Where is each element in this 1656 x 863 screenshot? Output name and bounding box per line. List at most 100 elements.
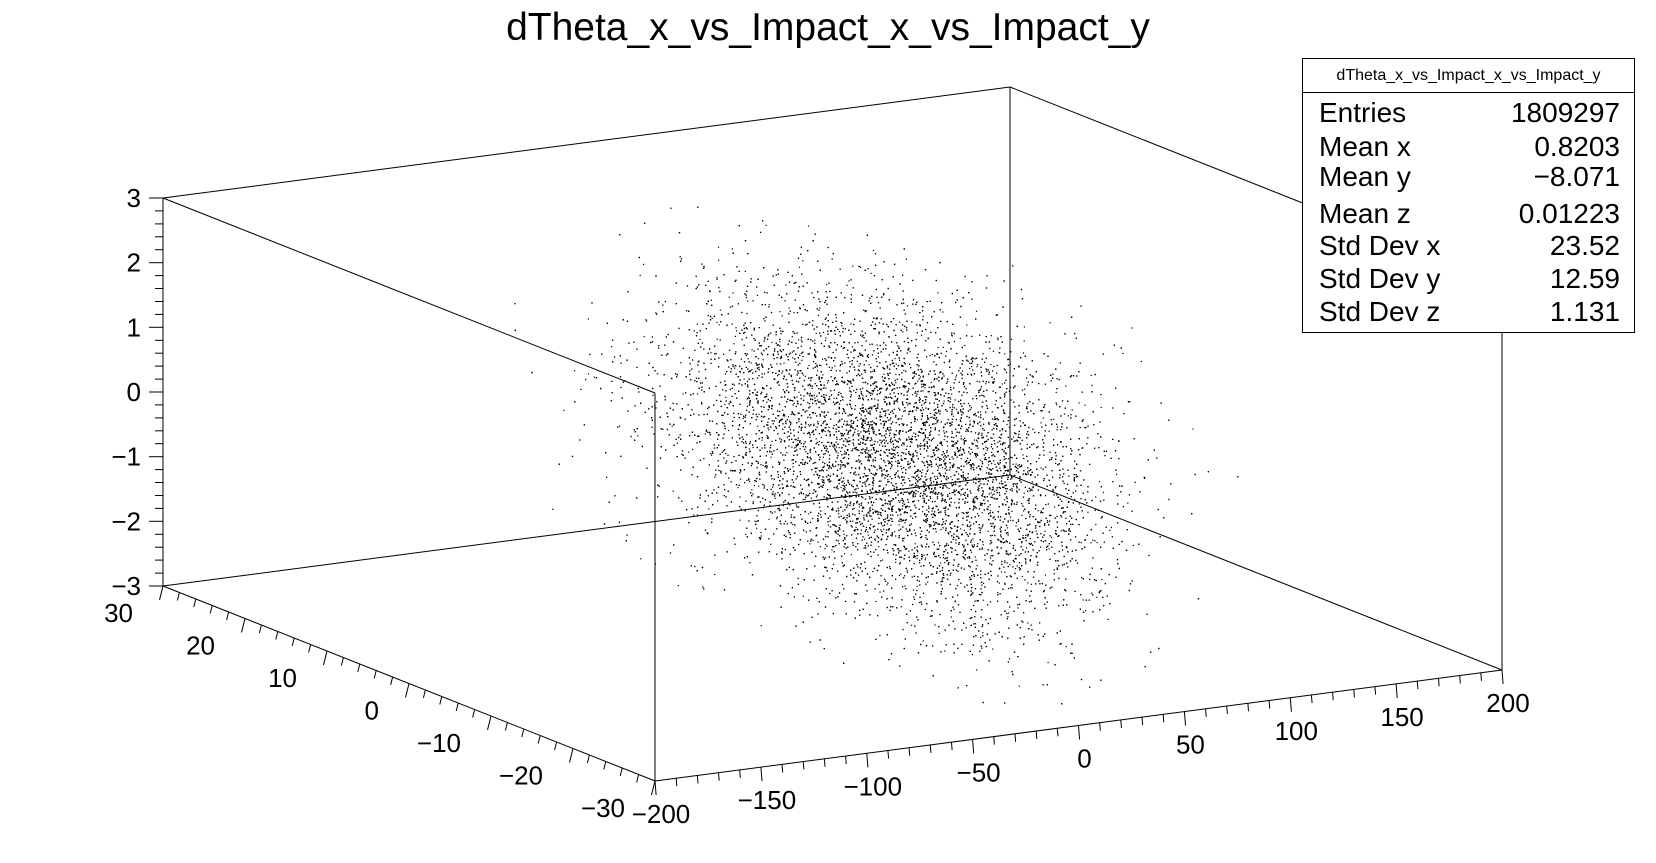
scatter-point (756, 520, 758, 523)
scatter-point (828, 441, 830, 443)
scatter-point (875, 600, 877, 603)
scatter-point (833, 397, 835, 399)
scatter-point (838, 513, 840, 515)
scatter-point (760, 625, 762, 627)
scatter-point (911, 394, 914, 396)
scatter-point (890, 517, 892, 520)
scatter-point (808, 364, 810, 367)
scatter-point (1090, 542, 1092, 544)
scatter-point (910, 492, 912, 494)
scatter-point (813, 462, 815, 464)
scatter-point (701, 401, 703, 403)
scatter-point (922, 315, 924, 318)
scatter-point (704, 433, 706, 435)
scatter-point (899, 321, 901, 323)
scatter-point (924, 387, 926, 389)
scatter-point (841, 363, 844, 365)
scatter-point (819, 546, 821, 548)
scatter-point (697, 361, 699, 363)
scatter-point (637, 435, 639, 437)
scatter-point (719, 309, 721, 311)
scatter-point (974, 556, 976, 558)
scatter-point (822, 456, 824, 458)
scatter-point (812, 462, 814, 464)
scatter-point (1085, 427, 1087, 429)
scatter-point (870, 501, 872, 503)
scatter-point (819, 514, 822, 516)
scatter-point (867, 534, 869, 536)
scatter-point (800, 339, 802, 341)
scatter-point (893, 453, 895, 455)
scatter-point (977, 465, 979, 467)
scatter-point (978, 490, 980, 492)
scatter-point (853, 473, 855, 475)
scatter-point (894, 531, 896, 533)
scatter-point (827, 489, 829, 491)
scatter-point (902, 331, 904, 333)
scatter-point (945, 350, 948, 353)
scatter-point (751, 489, 753, 491)
scatter-point (874, 539, 876, 541)
scatter-point (951, 430, 953, 433)
scatter-point (837, 426, 839, 428)
scatter-point (1014, 568, 1017, 570)
scatter-point (804, 375, 806, 377)
scatter-point (900, 573, 902, 575)
scatter-point (814, 397, 816, 399)
scatter-point (785, 353, 788, 355)
scatter-point (922, 497, 924, 499)
scatter-point (899, 561, 901, 564)
scatter-point (856, 360, 858, 362)
scatter-point (871, 453, 873, 455)
scatter-point (758, 473, 760, 475)
scatter-point (896, 401, 899, 403)
scatter-point (846, 284, 848, 286)
scatter-point (815, 462, 817, 464)
scatter-point (1023, 326, 1025, 328)
scatter-point (966, 513, 968, 515)
scatter-point (936, 420, 938, 422)
scatter-point (1127, 502, 1129, 504)
scatter-point (809, 436, 811, 438)
scatter-point (980, 573, 982, 576)
scatter-point (917, 485, 919, 487)
scatter-point (1009, 564, 1011, 566)
scatter-point (716, 338, 718, 340)
scatter-point (947, 559, 949, 561)
scatter-point (745, 533, 747, 535)
scatter-point (869, 343, 871, 345)
scatter-point (890, 457, 892, 459)
scatter-point (969, 420, 971, 422)
scatter-point (587, 373, 589, 375)
scatter-point (959, 431, 961, 433)
scatter-point (793, 312, 795, 314)
scatter-point (927, 469, 929, 471)
scatter-point (876, 344, 878, 346)
scatter-point (936, 498, 938, 500)
scatter-point (945, 557, 947, 559)
scatter-point (749, 480, 751, 483)
scatter-point (782, 409, 784, 411)
scatter-point (939, 557, 941, 559)
scatter-point (710, 299, 712, 301)
scatter-point (786, 452, 788, 454)
scatter-point (870, 424, 872, 426)
scatter-point (947, 494, 949, 496)
scatter-point (1067, 415, 1069, 417)
scatter-point (835, 317, 837, 319)
scatter-point (1015, 554, 1017, 556)
scatter-point (926, 478, 928, 480)
scatter-point (902, 484, 904, 487)
scatter-point (925, 420, 927, 422)
scatter-point (1078, 402, 1080, 404)
scatter-point (1016, 439, 1018, 441)
scatter-point (886, 584, 888, 586)
scatter-point (904, 585, 906, 587)
scatter-point (1009, 386, 1012, 388)
scatter-point (790, 413, 792, 415)
scatter-point (757, 425, 759, 427)
scatter-point (817, 399, 819, 401)
scatter-point (734, 335, 736, 337)
scatter-point (757, 358, 759, 360)
scatter-point (750, 362, 752, 364)
